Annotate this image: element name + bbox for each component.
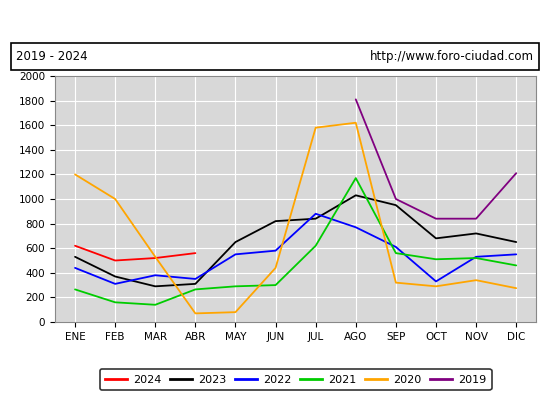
Text: http://www.foro-ciudad.com: http://www.foro-ciudad.com (370, 50, 534, 63)
Legend: 2024, 2023, 2022, 2021, 2020, 2019: 2024, 2023, 2022, 2021, 2020, 2019 (100, 369, 492, 390)
FancyBboxPatch shape (11, 43, 539, 70)
Text: 2019 - 2024: 2019 - 2024 (16, 50, 88, 63)
Text: Evolucion Nº Turistas Nacionales en el municipio de Navas de Oro: Evolucion Nº Turistas Nacionales en el m… (18, 14, 532, 28)
